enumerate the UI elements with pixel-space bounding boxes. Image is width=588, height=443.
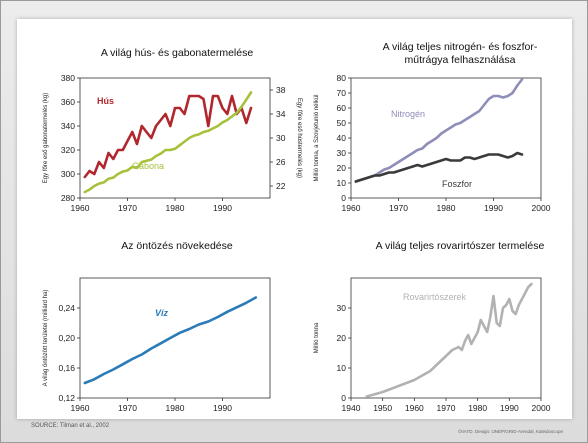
y-tick-label: 40 <box>337 133 347 143</box>
y-tick-label: 320 <box>61 145 75 155</box>
x-tick-label: 1960 <box>342 203 361 213</box>
y2-axis-label: Egy főre eső hústermelés (kg) <box>296 98 302 178</box>
series-label: Hús <box>97 96 114 106</box>
y-tick-label: 0,24 <box>58 303 75 313</box>
series-line-nitrogén <box>354 78 524 183</box>
chart-title: A világ teljes nitrogén- és foszfor- <box>383 41 538 53</box>
chart-title: Az öntözés növekedése <box>121 240 233 252</box>
x-tick-label: 1970 <box>118 403 137 413</box>
chart-3: Az öntözés növekedése 1960 1970 1980 1990 0,1… <box>43 240 271 413</box>
x-tick-label: 2000 <box>532 403 551 413</box>
y-tick-label: 30 <box>337 148 347 158</box>
y-axis-label: Millió tonna, a Szovjetunió nélkül <box>314 94 320 181</box>
y-axis-label: A világ öntözött területei (milliárd ha) <box>43 290 49 387</box>
y2-tick-label: 30 <box>276 133 286 143</box>
series-label: Víz <box>155 308 169 318</box>
y-tick-label: 0,16 <box>58 363 75 373</box>
y-axis-label: Millió tonna <box>314 322 320 353</box>
series-label: Rovarirtószerek <box>403 292 467 302</box>
series-label: Nitrogén <box>391 109 425 119</box>
charts-svg: A világ hús- és gabonatermelése 1960 1970 1… <box>43 41 551 413</box>
x-tick-label: 1980 <box>166 403 185 413</box>
x-tick-label: 1970 <box>437 403 456 413</box>
x-tick-label: 1960 <box>71 403 90 413</box>
x-tick-label: 1980 <box>468 403 487 413</box>
series-line-hús <box>83 94 253 179</box>
y-tick-label: 50 <box>337 118 347 128</box>
y-tick-label: 0,12 <box>58 393 75 403</box>
chart-4: A világ teljes rovarirtószer termelése 19… <box>314 240 551 413</box>
y2-tick-label: 38 <box>276 85 286 95</box>
x-tick-label: 1990 <box>500 403 519 413</box>
y-tick-label: 0 <box>341 193 346 203</box>
series-line-rovarirtószerek <box>365 282 533 398</box>
chart-title: műtrágya felhasználása <box>405 54 516 66</box>
series-line-víz <box>83 296 258 385</box>
x-tick-label: 1970 <box>118 203 137 213</box>
series-line-gabona <box>83 91 253 194</box>
y-tick-label: 10 <box>337 178 347 188</box>
y2-tick-label: 22 <box>276 181 286 191</box>
y-tick-label: 380 <box>61 73 75 83</box>
y-tick-label: 0 <box>341 393 346 403</box>
x-tick-label: 2000 <box>532 203 551 213</box>
y-tick-label: 360 <box>61 97 75 107</box>
y-tick-label: 300 <box>61 169 75 179</box>
x-tick-label: 1970 <box>389 203 408 213</box>
x-tick-label: 1980 <box>437 203 456 213</box>
chart-1: A világ hús- és gabonatermelése 1960 1970 1… <box>43 47 302 213</box>
y-tick-label: 70 <box>337 88 347 98</box>
chart-title: A világ hús- és gabonatermelése <box>101 47 254 59</box>
y-tick-label: 10 <box>337 363 347 373</box>
chart-title: A világ teljes rovarirtószer termelése <box>376 240 545 252</box>
series-label: Foszfor <box>442 179 472 189</box>
plot-frame <box>79 277 271 399</box>
y2-tick-label: 34 <box>276 109 286 119</box>
x-tick-label: 1960 <box>405 403 424 413</box>
x-tick-label: 1980 <box>166 203 185 213</box>
y-tick-label: 340 <box>61 121 75 131</box>
series-line-foszfor <box>354 151 524 183</box>
series-label: Gabona <box>132 161 164 171</box>
x-tick-label: 1990 <box>213 203 232 213</box>
source-note: SOURCE: Tilman et al., 2002 <box>31 423 110 429</box>
y-tick-label: 30 <box>337 303 347 313</box>
y-tick-label: 0,20 <box>58 333 75 343</box>
y-axis-label: Egy főre eső gabonatermelés (kg) <box>43 93 49 183</box>
y2-tick-label: 26 <box>276 157 286 167</box>
y-tick-label: 20 <box>337 333 347 343</box>
design-credit: ©IIATD. Design: UNEP/GRID-Arendal, Kalei… <box>457 429 563 434</box>
x-tick-label: 1940 <box>342 403 361 413</box>
y-tick-label: 80 <box>337 73 347 83</box>
x-tick-label: 1960 <box>71 203 90 213</box>
x-tick-label: 1990 <box>484 203 503 213</box>
x-tick-label: 1950 <box>373 403 392 413</box>
x-tick-label: 1990 <box>213 403 232 413</box>
y-tick-label: 60 <box>337 103 347 113</box>
y-tick-label: 20 <box>337 163 347 173</box>
chart-panel: A világ hús- és gabonatermelése 1960 1970 1… <box>17 19 572 419</box>
y-tick-label: 280 <box>61 193 75 203</box>
chart-2: A világ teljes nitrogén- és foszfor-műtr… <box>314 41 551 213</box>
